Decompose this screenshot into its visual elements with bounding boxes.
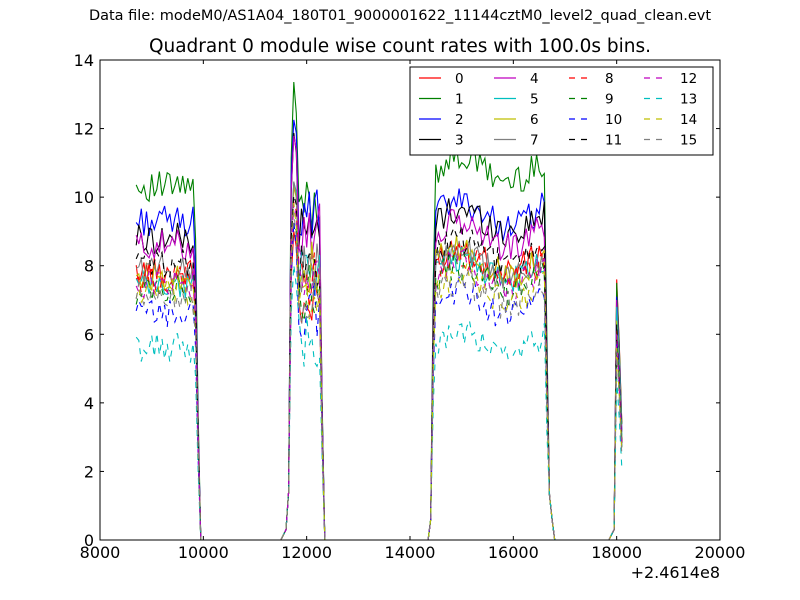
series-line-11 [135,194,623,540]
series-line-1 [135,81,623,540]
x-tick-label: 12000 [281,543,332,562]
legend-label-5: 5 [530,92,539,108]
series-line-2 [135,119,623,540]
series-line-10 [135,221,623,540]
series-line-4 [135,135,623,540]
legend-box [409,66,714,156]
x-tick-label: 20000 [695,543,746,562]
data-file-title: Data file: modeM0/AS1A04_180T01_90000016… [88,8,712,24]
x-tick-label: 14000 [385,543,436,562]
legend-label-4: 4 [530,71,539,87]
x-axis-offset-label: +2.4614e8 [631,563,720,582]
x-tick-label: 16000 [488,543,539,562]
legend-label-2: 2 [455,112,464,128]
legend-label-0: 0 [455,71,464,87]
legend-label-15: 15 [680,133,697,149]
legend-label-6: 6 [530,112,539,128]
series-line-3 [135,132,623,540]
legend-label-7: 7 [530,133,539,149]
y-tick-label: 6 [84,325,94,344]
legend-label-1: 1 [455,92,464,108]
legend-label-14: 14 [680,112,697,128]
legend-label-8: 8 [605,71,614,87]
axis-ticks: 8000 10000 12000 14000 16000 18000 20000 0 2 4 6 8 1… [74,51,746,562]
legend-label-12: 12 [680,71,697,87]
y-tick-label: 4 [84,394,94,413]
series-line-15 [135,212,623,540]
legend-label-11: 11 [605,133,622,149]
x-tick-label: 10000 [178,543,229,562]
series-line-13 [135,264,623,540]
y-tick-label: 10 [74,188,94,207]
y-tick-label: 12 [74,120,94,139]
legend-label-13: 13 [680,92,697,108]
chart-title: Quadrant 0 module wise count rates with … [148,36,652,57]
y-tick-label: 0 [84,531,94,550]
x-tick-label: 8000 [80,543,121,562]
series-line-14 [135,202,623,540]
series-layer [135,81,623,540]
legend-label-3: 3 [455,133,464,149]
series-line-8 [135,201,623,540]
y-tick-label: 14 [74,51,94,70]
y-tick-label: 8 [84,257,94,276]
legend-label-9: 9 [605,92,614,108]
x-tick-label: 18000 [591,543,642,562]
y-tick-label: 2 [84,462,94,481]
series-line-12 [135,203,623,540]
legend-label-10: 10 [605,112,622,128]
